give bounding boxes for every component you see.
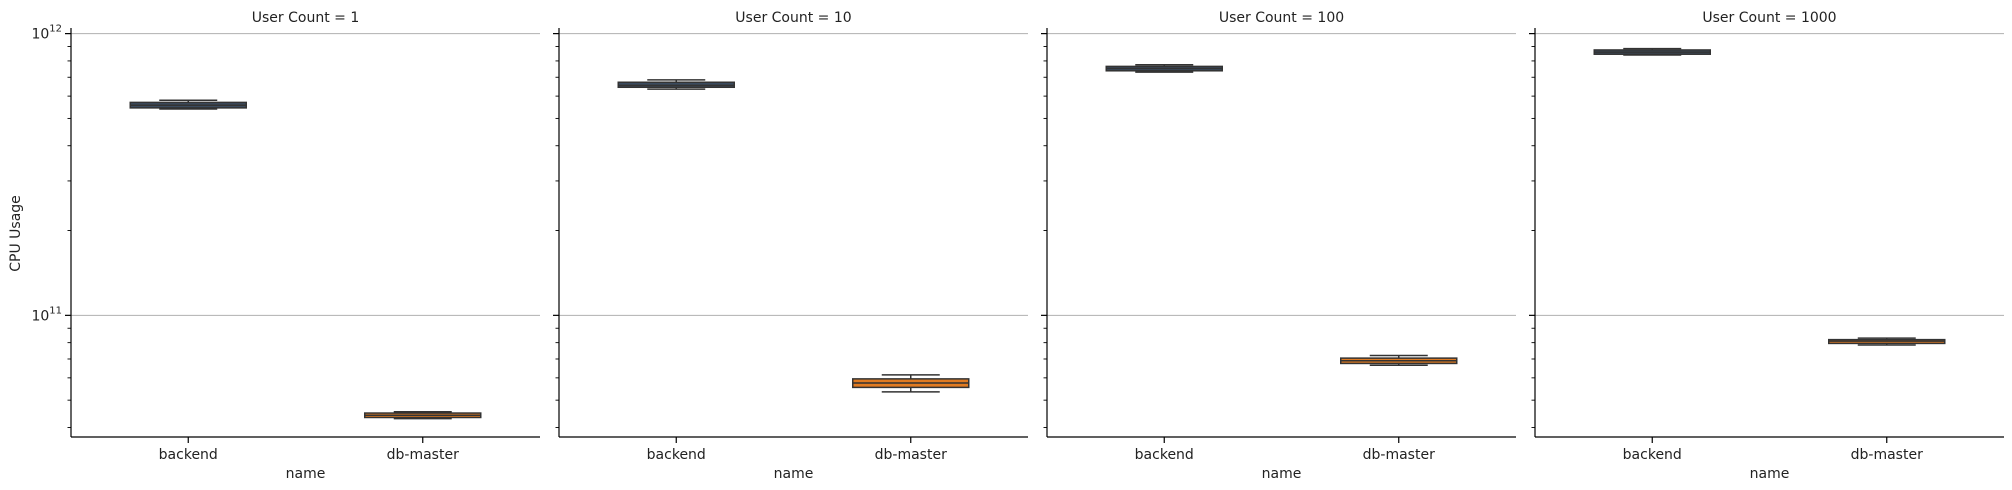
x-tick-label: backend xyxy=(159,447,218,463)
x-tick-label: backend xyxy=(647,447,706,463)
x-tick-label: db-master xyxy=(387,447,459,463)
y-axis-title: CPU Usage xyxy=(8,195,24,272)
facet-title: User Count = 100 xyxy=(1219,10,1344,26)
y-tick-base: 10 xyxy=(31,308,49,324)
x-tick-label: db-master xyxy=(1851,447,1923,463)
x-tick-label: db-master xyxy=(875,447,947,463)
y-tick-exponent: 11 xyxy=(49,305,62,316)
y-tick-base: 10 xyxy=(31,27,49,43)
y-tick-exponent: 12 xyxy=(49,24,62,35)
x-tick-label: backend xyxy=(1135,447,1194,463)
y-tick-label: 1011 xyxy=(31,305,62,324)
x-axis-title: name xyxy=(286,466,326,482)
facet-title: User Count = 1 xyxy=(252,10,359,26)
x-axis-title: name xyxy=(1750,466,1790,482)
x-tick-label: db-master xyxy=(1363,447,1435,463)
x-tick-label: backend xyxy=(1623,447,1682,463)
x-axis-title: name xyxy=(1262,466,1302,482)
facet-title: User Count = 1000 xyxy=(1702,10,1836,26)
x-axis-title: name xyxy=(774,466,814,482)
y-tick-label: 1012 xyxy=(31,24,62,43)
facet-title: User Count = 10 xyxy=(735,10,851,26)
